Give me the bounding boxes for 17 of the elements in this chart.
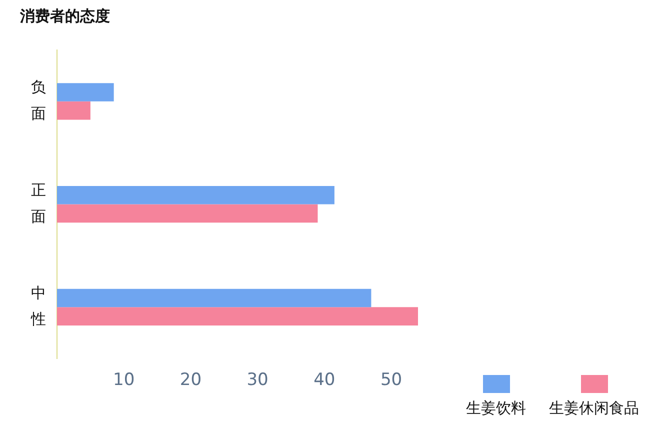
bar [57,307,418,326]
x-tick-label: 30 [246,370,268,390]
bar [57,186,334,204]
y-tick-label: 正面 [31,181,46,226]
y-tick-label: 负面 [31,78,46,122]
x-tick-label: 50 [380,370,402,390]
y-tick-label: 中性 [30,284,46,328]
bar [57,288,372,308]
bar [57,204,318,223]
chart-title: 消费者的态度 [19,6,110,25]
legend-label: 生姜休闲食品 [549,399,639,418]
x-tick-label: 20 [180,370,202,390]
x-tick-label: 10 [113,370,135,390]
x-tick-label: 40 [314,370,336,390]
bar [57,101,90,120]
legend-label: 生姜饮料 [466,399,526,418]
bar [57,83,114,102]
